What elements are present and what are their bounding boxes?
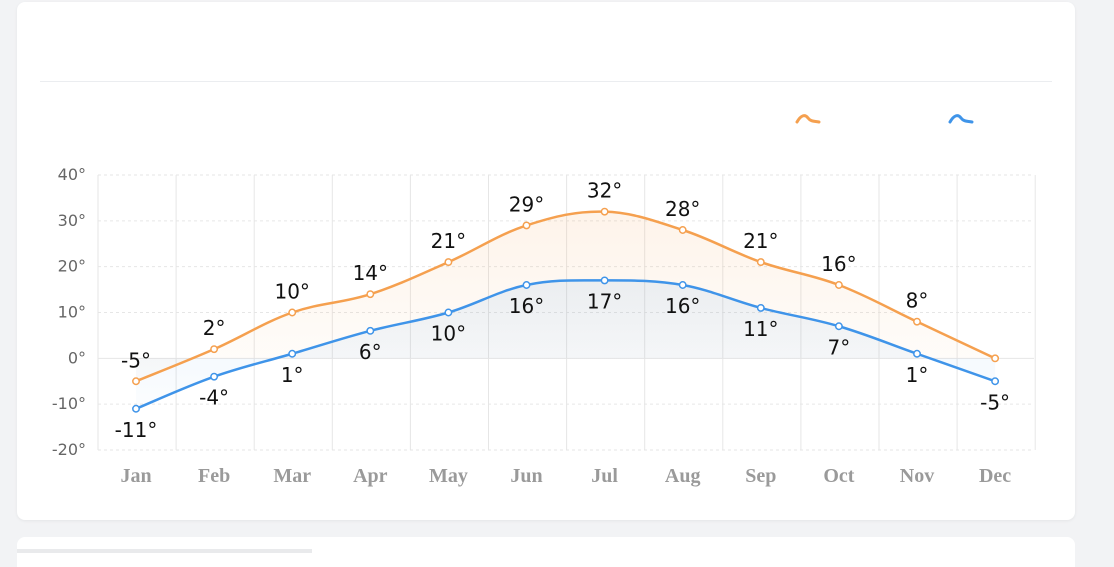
high-point	[366, 290, 375, 299]
low-point	[756, 303, 765, 312]
high-point	[834, 281, 843, 289]
low-point	[913, 349, 921, 358]
x-tick-label: Mar	[273, 465, 311, 487]
x-tick-label: Oct	[823, 465, 854, 487]
low-point	[210, 372, 219, 381]
high-point	[522, 221, 531, 230]
high-point	[210, 345, 219, 354]
low-data-label: 10°	[431, 322, 466, 346]
x-tick-label: Feb	[198, 465, 230, 487]
high-data-label: 21°	[743, 229, 778, 253]
line-marker-icon	[948, 114, 974, 124]
low-area	[136, 280, 996, 409]
high-line	[135, 210, 996, 383]
high-point	[600, 207, 609, 216]
y-tick-label: 40°	[58, 165, 86, 184]
x-tick-label: Sep	[745, 465, 776, 487]
low-data-label: 7°	[828, 335, 851, 359]
x-tick-label: Apr	[353, 465, 388, 487]
low-data-label: 16°	[509, 294, 544, 318]
low-point	[600, 276, 609, 285]
high-point	[756, 258, 765, 267]
y-tick-label: 30°	[58, 211, 86, 230]
low-point	[132, 404, 140, 413]
high-point	[288, 308, 297, 317]
low-data-label: 1°	[906, 363, 929, 387]
next-card	[17, 537, 1075, 567]
low-point	[444, 308, 453, 317]
x-tick-label: May	[429, 465, 468, 487]
y-tick-label: -10°	[52, 394, 86, 413]
high-data-label: 32°	[587, 179, 622, 203]
low-data-label: 11°	[743, 317, 778, 341]
high-data-label: 28°	[665, 197, 700, 221]
high-data-label: 16°	[821, 252, 856, 276]
low-point	[678, 281, 687, 289]
high-point	[132, 377, 140, 386]
low-data-label: -5°	[980, 390, 1010, 414]
low-point	[991, 377, 1000, 386]
low-data-label: 1°	[281, 363, 304, 387]
card-header-divider	[40, 81, 1052, 82]
low-data-label: 6°	[359, 340, 382, 364]
high-point	[913, 317, 921, 326]
high-data-label: 29°	[509, 192, 544, 216]
high-data-label: 14°	[353, 261, 388, 285]
y-tick-label: 20°	[58, 257, 86, 276]
low-point	[834, 322, 843, 331]
low-data-label: 16°	[665, 294, 700, 318]
low-point	[522, 281, 531, 289]
x-tick-label: Jun	[510, 465, 542, 487]
legend-high-marker[interactable]	[795, 112, 821, 126]
low-line	[135, 279, 996, 410]
low-point	[366, 326, 375, 335]
low-point	[288, 349, 297, 358]
high-point	[678, 226, 687, 234]
line-marker-icon	[795, 114, 821, 124]
high-point	[991, 354, 1000, 363]
tab-indicator	[17, 549, 312, 553]
low-data-label: -4°	[199, 386, 229, 410]
x-tick-label: Dec	[979, 465, 1011, 487]
y-tick-label: 0°	[68, 348, 86, 367]
temperature-line-chart: -5° 2° 10° 14° 21° 29° 32° 28° 21° 16° 8° -11° -4° 1°…	[52, 165, 1036, 487]
x-tick-label: Nov	[900, 465, 934, 487]
low-data-label: -11°	[115, 418, 158, 442]
legend-low-marker[interactable]	[948, 112, 974, 126]
high-data-label: 2°	[203, 316, 226, 340]
high-point	[444, 258, 453, 267]
low-data-label: 17°	[587, 289, 622, 313]
x-tick-label: Jul	[591, 465, 618, 487]
y-tick-label: 10°	[58, 303, 86, 322]
x-tick-label: Aug	[665, 465, 701, 487]
high-data-label: 10°	[274, 280, 309, 304]
y-tick-label: -20°	[52, 440, 86, 459]
high-data-label: 8°	[906, 289, 929, 313]
x-tick-label: Jan	[120, 465, 151, 487]
high-data-label: 21°	[431, 229, 466, 253]
high-data-label: -5°	[121, 348, 151, 372]
